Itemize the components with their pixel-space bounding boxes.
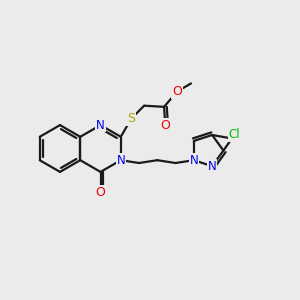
Text: Cl: Cl [229, 128, 240, 141]
Text: N: N [116, 154, 125, 167]
Text: N: N [208, 160, 217, 173]
Text: N: N [189, 154, 198, 167]
Text: O: O [96, 186, 106, 199]
Text: S: S [127, 112, 135, 125]
Text: O: O [96, 186, 106, 199]
Text: O: O [160, 118, 170, 132]
Text: N: N [208, 160, 217, 173]
Text: N: N [96, 118, 105, 132]
Text: O: O [160, 118, 170, 132]
Text: O: O [172, 85, 182, 98]
Text: N: N [96, 118, 105, 132]
Text: O: O [172, 85, 182, 98]
Text: N: N [189, 154, 198, 167]
Text: S: S [127, 112, 135, 125]
Text: Cl: Cl [229, 128, 240, 141]
Text: N: N [116, 154, 125, 167]
